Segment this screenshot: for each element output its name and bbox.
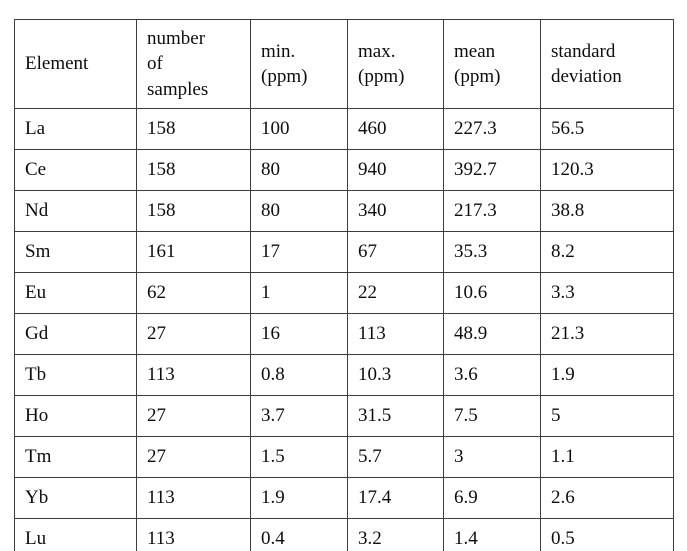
table-row: Tm 27 1.5 5.7 3 1.1	[14, 436, 674, 478]
cell-mean: 7.5	[443, 395, 541, 437]
cell-samples: 158	[136, 190, 251, 232]
cell-element: Ce	[14, 149, 137, 191]
column-header-min: min. (ppm)	[250, 19, 348, 109]
cell-element: Nd	[14, 190, 137, 232]
cell-min: 100	[250, 108, 348, 150]
table-row: Lu 113 0.4 3.2 1.4 0.5	[14, 518, 674, 551]
table-row: Yb 113 1.9 17.4 6.9 2.6	[14, 477, 674, 519]
cell-samples: 27	[136, 436, 251, 478]
cell-min: 1	[250, 272, 348, 314]
cell-max: 22	[347, 272, 444, 314]
cell-min: 16	[250, 313, 348, 355]
cell-mean: 217.3	[443, 190, 541, 232]
cell-mean: 392.7	[443, 149, 541, 191]
cell-stddev: 1.9	[540, 354, 674, 396]
cell-stddev: 1.1	[540, 436, 674, 478]
cell-min: 0.8	[250, 354, 348, 396]
column-header-mean: mean (ppm)	[443, 19, 541, 109]
cell-mean: 3.6	[443, 354, 541, 396]
cell-element: Ho	[14, 395, 137, 437]
cell-element: Yb	[14, 477, 137, 519]
table-row: Ho 27 3.7 31.5 7.5 5	[14, 395, 674, 437]
cell-samples: 113	[136, 477, 251, 519]
cell-min: 3.7	[250, 395, 348, 437]
table-row: Tb 113 0.8 10.3 3.6 1.9	[14, 354, 674, 396]
cell-mean: 227.3	[443, 108, 541, 150]
cell-max: 340	[347, 190, 444, 232]
cell-min: 80	[250, 190, 348, 232]
cell-samples: 27	[136, 395, 251, 437]
column-header-element: Element	[14, 19, 137, 109]
cell-max: 10.3	[347, 354, 444, 396]
cell-element: Sm	[14, 231, 137, 273]
cell-mean: 35.3	[443, 231, 541, 273]
cell-max: 31.5	[347, 395, 444, 437]
cell-samples: 158	[136, 149, 251, 191]
cell-mean: 1.4	[443, 518, 541, 551]
element-statistics-table: Element number of samples min. (ppm) max. (…	[14, 19, 674, 551]
cell-samples: 113	[136, 518, 251, 551]
cell-mean: 6.9	[443, 477, 541, 519]
table-row: Gd 27 16 113 48.9 21.3	[14, 313, 674, 355]
table-body: La 158 100 460 227.3 56.5 Ce 158 80 940 392.7 120.3…	[14, 108, 674, 551]
cell-max: 3.2	[347, 518, 444, 551]
table-row: Sm 161 17 67 35.3 8.2	[14, 231, 674, 273]
column-header-stddev: standard deviation	[540, 19, 674, 109]
cell-stddev: 38.8	[540, 190, 674, 232]
cell-element: Gd	[14, 313, 137, 355]
cell-min: 17	[250, 231, 348, 273]
cell-stddev: 3.3	[540, 272, 674, 314]
cell-mean: 10.6	[443, 272, 541, 314]
header-row: Element number of samples min. (ppm) max. (…	[14, 19, 674, 109]
column-header-samples: number of samples	[136, 19, 251, 109]
cell-stddev: 120.3	[540, 149, 674, 191]
cell-stddev: 2.6	[540, 477, 674, 519]
cell-samples: 113	[136, 354, 251, 396]
cell-element: Tb	[14, 354, 137, 396]
cell-min: 1.5	[250, 436, 348, 478]
cell-min: 1.9	[250, 477, 348, 519]
column-header-max: max. (ppm)	[347, 19, 444, 109]
cell-stddev: 5	[540, 395, 674, 437]
cell-element: Lu	[14, 518, 137, 551]
cell-stddev: 0.5	[540, 518, 674, 551]
cell-max: 17.4	[347, 477, 444, 519]
cell-max: 5.7	[347, 436, 444, 478]
table-row: Nd 158 80 340 217.3 38.8	[14, 190, 674, 232]
cell-samples: 161	[136, 231, 251, 273]
cell-element: Tm	[14, 436, 137, 478]
cell-element: Eu	[14, 272, 137, 314]
cell-max: 460	[347, 108, 444, 150]
cell-max: 113	[347, 313, 444, 355]
cell-mean: 48.9	[443, 313, 541, 355]
cell-max: 940	[347, 149, 444, 191]
cell-min: 0.4	[250, 518, 348, 551]
cell-stddev: 56.5	[540, 108, 674, 150]
cell-stddev: 8.2	[540, 231, 674, 273]
cell-samples: 62	[136, 272, 251, 314]
cell-stddev: 21.3	[540, 313, 674, 355]
cell-samples: 27	[136, 313, 251, 355]
cell-element: La	[14, 108, 137, 150]
cell-samples: 158	[136, 108, 251, 150]
table-row: Ce 158 80 940 392.7 120.3	[14, 149, 674, 191]
cell-max: 67	[347, 231, 444, 273]
cell-mean: 3	[443, 436, 541, 478]
table-row: Eu 62 1 22 10.6 3.3	[14, 272, 674, 314]
table-row: La 158 100 460 227.3 56.5	[14, 108, 674, 150]
cell-min: 80	[250, 149, 348, 191]
